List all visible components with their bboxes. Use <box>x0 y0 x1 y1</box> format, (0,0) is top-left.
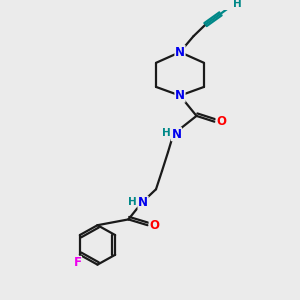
Text: N: N <box>138 196 148 209</box>
Text: O: O <box>216 115 226 128</box>
Text: H: H <box>232 0 242 9</box>
Text: O: O <box>149 219 159 232</box>
Text: N: N <box>175 89 185 102</box>
Text: H: H <box>128 197 137 207</box>
Text: F: F <box>74 256 81 269</box>
Text: N: N <box>175 46 185 59</box>
Text: H: H <box>162 128 171 138</box>
Text: N: N <box>171 128 182 141</box>
